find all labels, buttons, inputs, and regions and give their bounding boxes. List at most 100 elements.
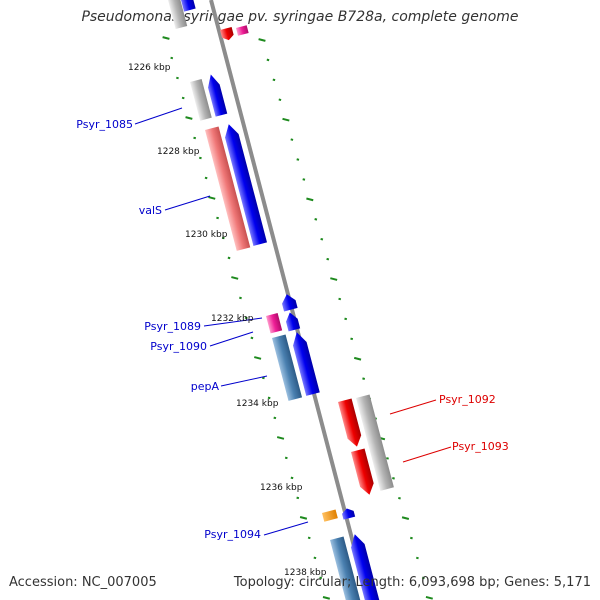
gene-label-pepa[interactable]: pepA [191, 380, 220, 393]
gene-feature-psyr-1089 [266, 312, 283, 334]
scale-tick [227, 256, 231, 260]
scale-tick [244, 316, 248, 320]
scale-tick [306, 197, 314, 202]
gene-feature [282, 294, 298, 312]
scale-tick [162, 36, 170, 40]
scale-tick [239, 296, 242, 300]
gene-feature-pepa [272, 334, 303, 401]
gene-features [162, 0, 394, 600]
accession-text: Accession: NC_007005 [9, 575, 157, 590]
leader-line [209, 331, 254, 347]
scale-tick [307, 536, 311, 540]
scale-tick [282, 117, 290, 122]
scale-tick [276, 436, 285, 440]
scale-tick [344, 317, 348, 321]
scale-tick [410, 536, 413, 540]
leader-line [164, 195, 211, 211]
gene-label-psyr-1094[interactable]: Psyr_1094 [204, 528, 261, 541]
leader-line [389, 399, 437, 415]
gene-feature [356, 394, 394, 491]
scale-tick [338, 297, 342, 301]
scale-tick [278, 98, 282, 102]
scale-label: 1238 kbp [284, 568, 327, 578]
scale-tick [170, 56, 174, 60]
gene-label-psyr-1092[interactable]: Psyr_1092 [439, 393, 496, 406]
scale-tick [425, 595, 433, 600]
gene-feature-psyr-1090 [286, 312, 301, 332]
scale-tick [322, 596, 331, 600]
gene-label-psyr-1085[interactable]: Psyr_1085 [76, 118, 133, 131]
scale-tick [314, 218, 318, 221]
scale-tick [193, 136, 197, 140]
leader-line [263, 521, 309, 536]
gene-feature [225, 124, 268, 246]
gene-label-psyr-1093[interactable]: Psyr_1093 [452, 440, 509, 453]
gene-feature [175, 0, 196, 12]
gene-label-vals[interactable]: valS [139, 204, 162, 217]
gene-feature-vals [205, 126, 251, 251]
scale-tick [250, 336, 254, 340]
scale-tick [320, 237, 324, 241]
scale-tick [392, 477, 395, 480]
gene-feature [330, 536, 364, 600]
scale-tick [326, 257, 330, 261]
scale-tick [266, 58, 270, 62]
gene-feature-psyr-1093 [351, 448, 374, 495]
scale-tick [350, 337, 354, 341]
scale-label: 1232 kbp [211, 314, 254, 324]
scale-tick [258, 38, 266, 42]
scale-tick [302, 178, 306, 181]
scale-tick [290, 476, 294, 480]
leader-line [203, 317, 263, 327]
scale-tick [216, 216, 219, 220]
scale-tick [319, 576, 323, 580]
gene-labels: Psyr_1085 valS Psyr_1089 Psyr_1090 pepA … [76, 118, 508, 541]
topology-text: Topology: circular; Length: 6,093,698 bp… [233, 575, 591, 590]
scale-tick [398, 496, 401, 500]
gene-feature [236, 25, 249, 36]
leader-line [134, 107, 183, 125]
scale-tick [273, 416, 277, 420]
scale-label: 1228 kbp [157, 147, 200, 157]
gene-feature-psyr-1092 [338, 398, 362, 447]
gene-feature [293, 332, 320, 396]
gene-feature-psyr-1094 [322, 509, 338, 522]
scale-tick [330, 277, 338, 281]
gene-feature [351, 534, 382, 600]
scale-labels: 1226 kbp 1228 kbp 1230 kbp 1232 kbp 1234… [128, 63, 327, 578]
scale-tick [296, 496, 300, 500]
scale-label: 1226 kbp [128, 63, 171, 73]
scale-tick [284, 456, 288, 460]
label-leader-lines [134, 107, 452, 536]
scale-tick [261, 376, 265, 380]
scale-tick [272, 78, 276, 82]
scale-tick [362, 377, 366, 380]
scale-tick [181, 96, 185, 100]
gene-feature [342, 508, 356, 520]
scale-tick [401, 516, 410, 520]
gene-label-psyr-1090[interactable]: Psyr_1090 [150, 340, 207, 353]
scale-tick [185, 116, 193, 120]
scale-tick [198, 156, 202, 160]
scale-tick [221, 236, 225, 240]
scale-tick [421, 576, 425, 580]
scale-tick [231, 276, 239, 280]
map-title: Pseudomonas syringae pv. syringae B728a,… [81, 9, 519, 25]
scale-label: 1236 kbp [260, 483, 303, 493]
scale-tick [299, 516, 308, 520]
gene-feature [162, 0, 188, 30]
scale-tick [208, 196, 216, 200]
scale-tick [386, 457, 389, 460]
scale-tick [313, 556, 317, 560]
gene-feature [220, 26, 234, 41]
scale-tick [176, 76, 179, 80]
leader-line [402, 446, 452, 463]
scale-tick [290, 138, 294, 141]
scale-tick [254, 356, 262, 360]
inner-scale-ticks [162, 36, 331, 600]
leader-line [220, 375, 268, 387]
gene-label-psyr-1089[interactable]: Psyr_1089 [144, 320, 201, 333]
scale-tick [296, 158, 300, 161]
scale-tick [415, 556, 419, 560]
